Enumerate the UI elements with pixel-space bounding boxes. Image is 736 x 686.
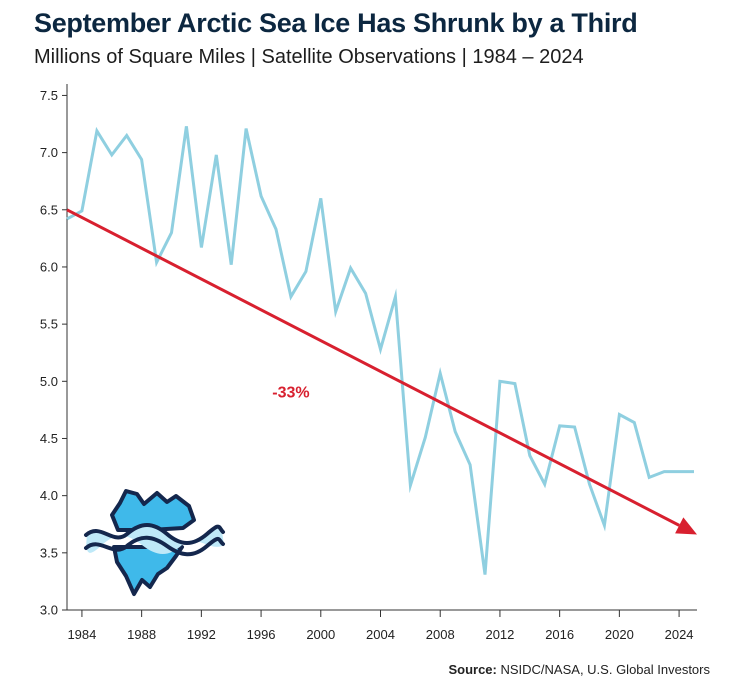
chart-subtitle: Millions of Square Miles | Satellite Obs… xyxy=(34,46,584,68)
y-tick-label: 4.0 xyxy=(40,488,58,503)
y-tick-label: 5.5 xyxy=(40,317,58,332)
y-tick-label: 5.0 xyxy=(40,374,58,389)
iceberg-icon xyxy=(84,489,225,596)
trend-label: -33% xyxy=(272,385,309,402)
trend-line-group: -33% xyxy=(66,208,697,535)
source-label: Source: xyxy=(448,662,497,677)
y-tick-label: 7.5 xyxy=(40,88,58,103)
trend-arrowhead xyxy=(675,517,697,535)
y-tick-label: 4.5 xyxy=(40,431,58,446)
source-text: NSIDC/NASA, U.S. Global Investors xyxy=(500,662,710,677)
y-tick-label: 3.5 xyxy=(40,545,58,560)
x-tick-label: 1988 xyxy=(127,627,156,642)
x-tick-label: 2016 xyxy=(545,627,574,642)
sea-ice-series-line xyxy=(66,126,694,575)
x-tick-label: 2024 xyxy=(665,627,694,642)
x-tick-label: 2004 xyxy=(366,627,395,642)
x-tick-label: 2008 xyxy=(426,627,455,642)
y-tick-label: 3.0 xyxy=(40,603,58,618)
x-tick-label: 1996 xyxy=(247,627,276,642)
x-tick-label: 2020 xyxy=(605,627,634,642)
chart-axes xyxy=(66,84,697,611)
x-tick-label: 2012 xyxy=(485,627,514,642)
y-tick-label: 6.5 xyxy=(40,202,58,217)
y-tick-label: 7.0 xyxy=(40,145,58,160)
x-tick-label: 1984 xyxy=(67,627,96,642)
trend-line xyxy=(66,208,680,527)
y-tick-label: 6.0 xyxy=(40,259,58,274)
source-note: Source: NSIDC/NASA, U.S. Global Investor… xyxy=(448,662,710,677)
chart-series xyxy=(66,126,694,575)
x-tick-label: 2000 xyxy=(306,627,335,642)
chart-title: September Arctic Sea Ice Has Shrunk by a… xyxy=(34,8,638,38)
chart-ticks: 3.0 3.5 4.0 4.5 5.0 5.5 6.0 6.5 7.0 7.5 1984 1988 19… xyxy=(40,88,694,642)
x-tick-label: 1992 xyxy=(187,627,216,642)
